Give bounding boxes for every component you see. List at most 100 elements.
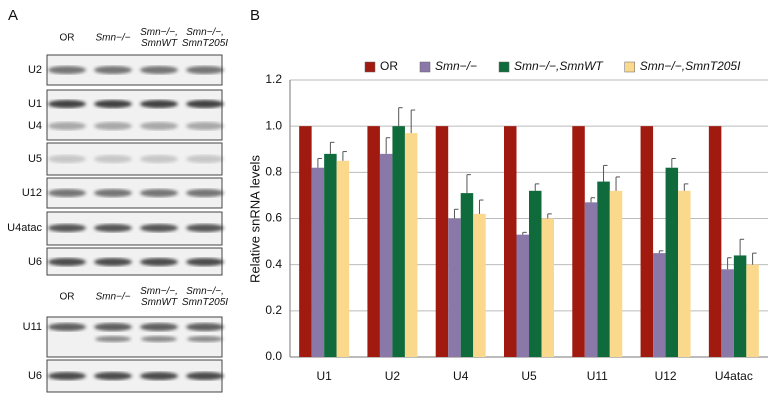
x-tick-label: U4atac	[715, 369, 753, 383]
lane-header: OR	[60, 33, 75, 44]
bar	[653, 253, 666, 357]
blot-band	[48, 258, 86, 266]
lane-header: SmnT205I	[182, 38, 228, 49]
blot-band	[48, 155, 86, 163]
panel-label: B	[250, 7, 260, 24]
blot-band	[48, 372, 86, 380]
blot-band	[186, 258, 224, 266]
row-label: U12	[22, 187, 42, 199]
x-tick-label: U12	[655, 369, 677, 383]
legend-label: Smn−/−,SmnWT	[514, 59, 604, 73]
blot-band	[94, 122, 132, 130]
lane-header: SmnWT	[141, 38, 178, 49]
blot-band	[140, 323, 178, 331]
y-tick-label: 0.2	[265, 303, 282, 317]
error-bar	[535, 184, 539, 191]
row-label: U5	[28, 153, 42, 165]
blot-band	[140, 372, 178, 380]
blot-band	[94, 323, 132, 331]
blot-band	[187, 336, 223, 342]
blot-band	[140, 66, 178, 74]
blot-band	[186, 100, 224, 108]
bar	[436, 126, 449, 357]
error-bar	[399, 108, 403, 126]
error-bar	[728, 258, 732, 270]
legend-swatch	[365, 62, 375, 72]
bar	[746, 265, 759, 357]
bar	[597, 182, 610, 357]
blot-band	[48, 66, 86, 74]
x-tick-label: U1	[316, 369, 332, 383]
x-tick-label: U11	[587, 369, 608, 383]
lane-header: Smn−/−,	[186, 286, 224, 297]
blot-band	[140, 155, 178, 163]
blot-band	[141, 336, 177, 342]
blot-band	[186, 224, 224, 232]
lane-header: OR	[60, 292, 75, 303]
blot-band	[94, 100, 132, 108]
bar	[504, 126, 517, 357]
bar	[392, 126, 405, 357]
legend-label: OR	[380, 59, 398, 73]
blot-band	[48, 122, 86, 130]
error-bar	[672, 158, 676, 167]
bar	[517, 235, 530, 357]
row-label: U11	[23, 321, 42, 333]
y-tick-label: 0.8	[265, 165, 282, 179]
error-bar	[330, 142, 334, 154]
legend-label: Smn−/−	[435, 59, 477, 73]
error-bar	[523, 232, 527, 234]
row-label: U2	[28, 64, 42, 76]
blot-band	[140, 189, 178, 197]
y-axis-label: Relative snRNA levels	[247, 155, 262, 283]
bar	[678, 191, 691, 357]
error-bar	[318, 158, 322, 167]
blot-band	[140, 224, 178, 232]
lane-header: Smn−/−,	[140, 286, 178, 297]
blot-band	[94, 155, 132, 163]
blot-band	[186, 66, 224, 74]
bar	[461, 193, 474, 357]
row-label: U4	[28, 120, 42, 132]
blot-band	[186, 189, 224, 197]
blot-band	[186, 323, 224, 331]
legend-label: Smn−/−,SmnT205I	[640, 59, 741, 73]
lane-header: SmnWT	[141, 297, 178, 308]
lane-header: SmnT205I	[182, 297, 228, 308]
bar	[641, 126, 654, 357]
bar	[585, 202, 598, 357]
bar	[721, 269, 734, 357]
blot-band	[48, 189, 86, 197]
blot-band	[48, 323, 86, 331]
x-tick-label: U5	[521, 369, 537, 383]
row-label: U1	[28, 98, 42, 110]
blot-band	[94, 224, 132, 232]
bar	[666, 168, 679, 357]
blot-band	[94, 189, 132, 197]
error-bar	[659, 251, 663, 253]
bar	[380, 154, 393, 357]
error-bar	[343, 152, 347, 161]
error-bar	[411, 110, 415, 133]
error-bar	[467, 175, 471, 193]
blot-band	[140, 100, 178, 108]
bar	[448, 219, 461, 358]
bar	[312, 168, 325, 357]
bar	[610, 191, 623, 357]
blot-band	[140, 258, 178, 266]
blot-band	[140, 122, 178, 130]
error-bar	[684, 184, 688, 191]
row-label: U4atac	[7, 222, 42, 234]
blot-band	[94, 258, 132, 266]
bar	[324, 154, 337, 357]
error-bar	[740, 239, 744, 255]
blot-band	[94, 372, 132, 380]
row-label: U6	[28, 370, 42, 382]
bar	[299, 126, 312, 357]
error-bar	[479, 200, 483, 214]
bar	[572, 126, 585, 357]
lane-header: Smn−/−	[95, 33, 130, 44]
legend-swatch	[499, 62, 509, 72]
bar	[542, 219, 555, 358]
row-label: U6	[28, 256, 42, 268]
